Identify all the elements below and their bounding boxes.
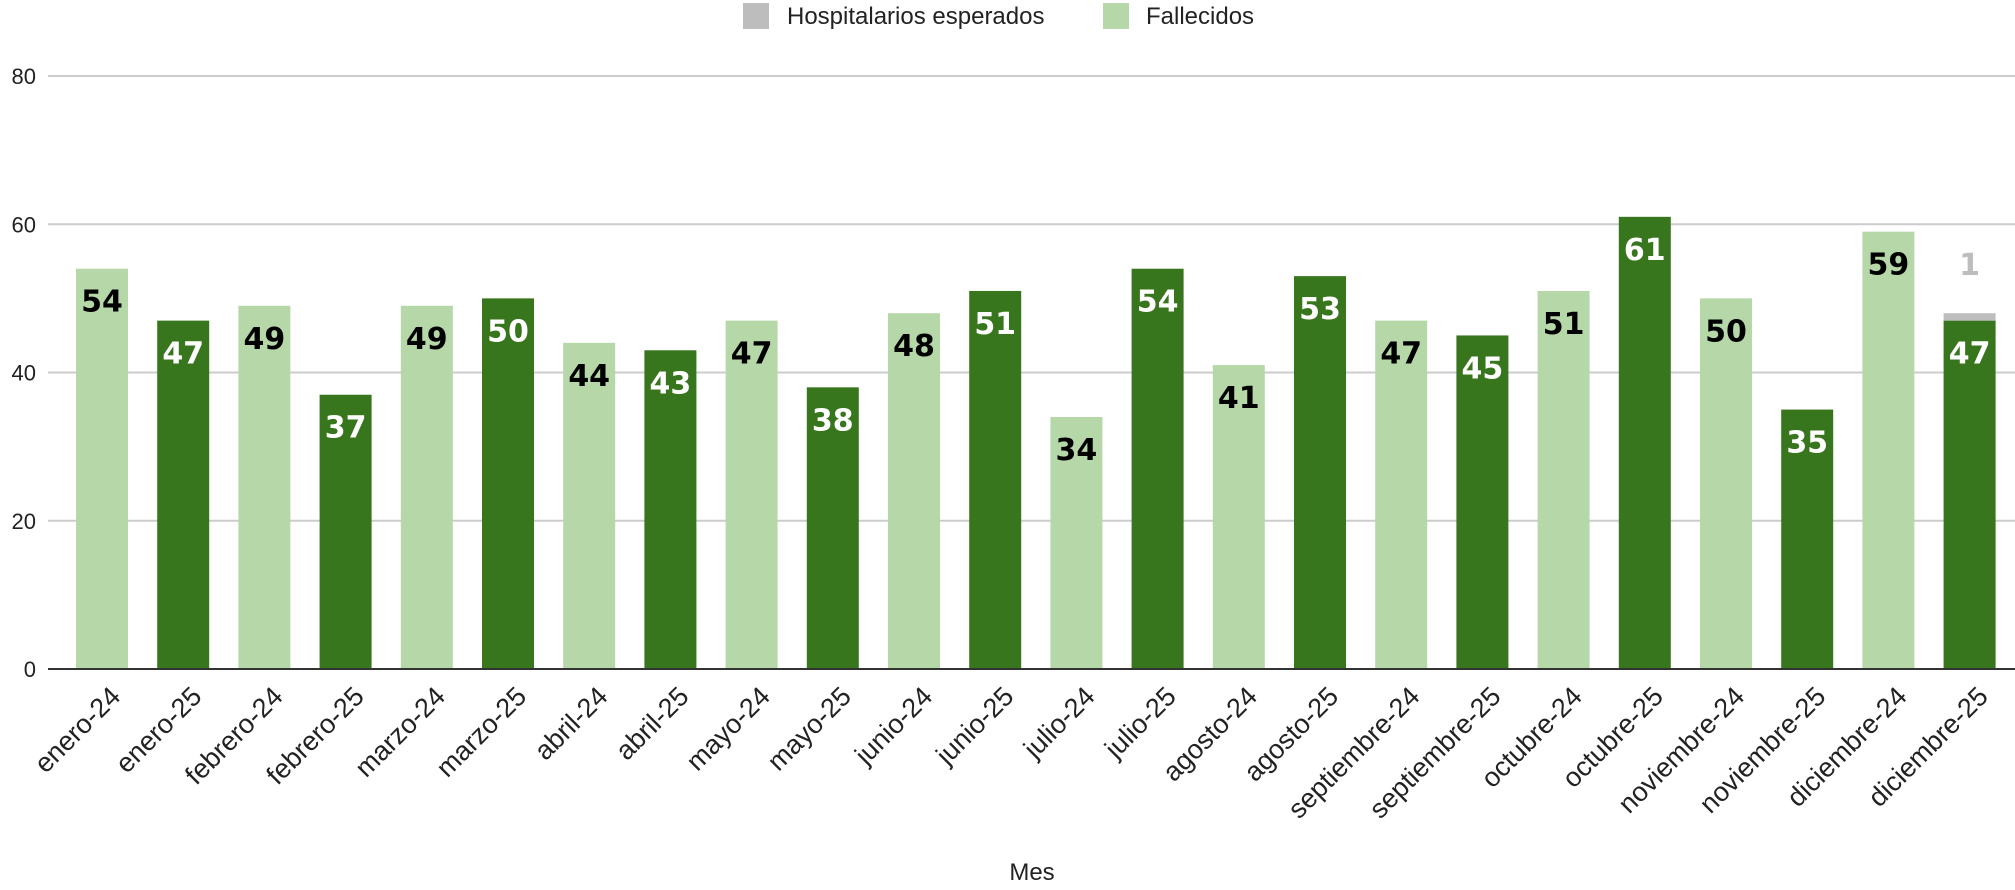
bar-fallecidos [1943,320,1996,669]
bar-fallecidos [157,320,210,669]
data-label-fallecidos: 47 [731,337,773,372]
y-tick-label: 40 [12,361,36,386]
bar-fallecidos [725,320,778,669]
bar-fallecidos [1294,276,1346,669]
bar-fallecidos [238,305,291,669]
y-tick-label: 80 [12,64,36,89]
bars [76,216,1996,669]
legend-label-hospitalarios: Hospitalarios esperados [787,3,1044,30]
bar-fallecidos [1862,231,1915,669]
y-tick-label: 0 [24,657,36,682]
data-label-fallecidos: 49 [406,322,448,357]
legend: Hospitalarios esperados Fallecidos [743,3,1254,30]
x-tick-label: junio-25 [930,681,1020,771]
data-label-fallecidos: 49 [244,322,286,357]
x-tick-label: marzo-25 [430,681,532,783]
data-label-fallecidos: 50 [487,314,529,349]
data-label-fallecidos: 47 [1380,337,1422,372]
legend-swatch-fallecidos [1103,3,1129,29]
x-tick-label: julio-25 [1098,681,1181,764]
bar-fallecidos [644,350,697,669]
data-label-fallecidos: 51 [1543,307,1585,342]
x-tick-label: enero-24 [29,681,127,779]
x-tick-label: junio-24 [848,681,938,771]
bar-fallecidos [1618,216,1671,669]
bar-fallecidos [1375,320,1428,669]
legend-swatch-hospitalarios [743,3,769,29]
bar-fallecidos [319,394,372,669]
bar-fallecidos [1131,268,1184,669]
bar-fallecidos [969,290,1022,669]
x-tick-label: mayo-25 [762,681,857,776]
data-label-fallecidos: 54 [1137,285,1179,320]
y-tick-label: 20 [12,509,36,534]
bar-fallecidos [482,298,534,669]
bar-fallecidos [563,342,616,669]
bar-fallecidos [1537,290,1590,669]
data-label-fallecidos: 47 [162,337,204,372]
x-tick-label: abril-24 [529,681,614,766]
data-label-fallecidos: 44 [568,359,610,394]
data-label-fallecidos: 54 [81,285,123,320]
data-label-fallecidos: 47 [1949,337,1991,372]
x-axis-ticks: enero-24enero-25febrero-24febrero-25marz… [29,681,1994,824]
data-label-fallecidos: 37 [325,411,367,446]
bar-fallecidos [1781,409,1834,669]
data-label-fallecidos: 50 [1705,314,1747,349]
data-label-hospitalarios: 1 [1959,248,1980,283]
y-tick-label: 60 [12,212,36,237]
data-labels: 54 47 49 37 49 50 44 43 47 38 48 51 34 54 41 53 47 45 51 61… [81,233,1990,468]
x-axis-title: Mes [1009,859,1054,886]
gridlines [48,75,2015,522]
data-label-fallecidos: 51 [974,307,1016,342]
bar-hospitalarios-esperados [1943,313,1996,321]
data-label-fallecidos: 61 [1624,233,1666,268]
data-label-fallecidos: 35 [1786,426,1828,461]
data-label-fallecidos: 34 [1056,433,1098,468]
bar-fallecidos [1700,298,1752,669]
bar-fallecidos [1456,335,1509,669]
x-tick-label: mayo-24 [680,681,775,776]
bar-fallecidos [888,313,940,669]
data-label-fallecidos: 48 [893,329,935,364]
bar-fallecidos [1212,365,1265,669]
bar-fallecidos [76,268,128,669]
data-label-fallecidos: 43 [650,366,692,401]
data-label-fallecidos: 59 [1868,248,1910,283]
x-tick-label: julio-24 [1017,681,1100,764]
bar-fallecidos [400,305,453,669]
data-label-fallecidos: 53 [1299,292,1341,327]
bar-fallecidos [806,387,859,669]
y-axis-ticks: 0 20 40 60 80 [12,64,36,682]
legend-label-fallecidos: Fallecidos [1146,3,1254,30]
data-label-fallecidos: 41 [1218,381,1260,416]
data-label-fallecidos: 45 [1462,351,1504,386]
bar-fallecidos [1050,416,1103,669]
data-label-fallecidos: 38 [812,403,854,438]
